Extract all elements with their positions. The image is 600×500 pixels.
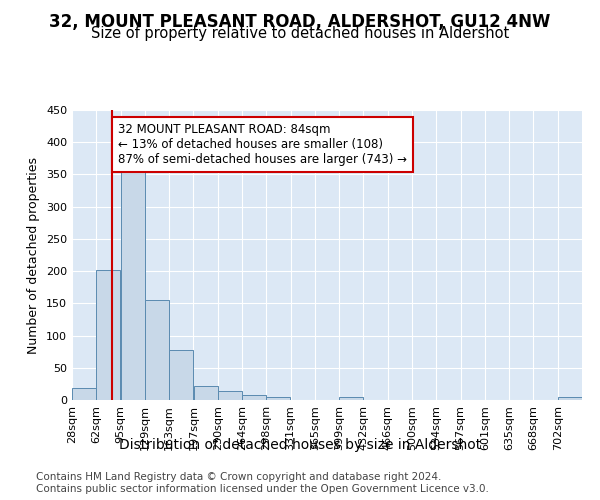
Bar <box>72 388 96 400</box>
Text: Distribution of detached houses by size in Aldershot: Distribution of detached houses by size … <box>119 438 481 452</box>
Bar <box>169 350 193 400</box>
Bar <box>266 397 290 400</box>
Text: Contains HM Land Registry data © Crown copyright and database right 2024.: Contains HM Land Registry data © Crown c… <box>36 472 442 482</box>
Bar <box>558 397 582 400</box>
Text: Size of property relative to detached houses in Aldershot: Size of property relative to detached ho… <box>91 26 509 41</box>
Bar <box>242 395 266 400</box>
Text: 32, MOUNT PLEASANT ROAD, ALDERSHOT, GU12 4NW: 32, MOUNT PLEASANT ROAD, ALDERSHOT, GU12… <box>49 12 551 30</box>
Y-axis label: Number of detached properties: Number of detached properties <box>28 156 40 354</box>
Bar <box>340 397 363 400</box>
Bar <box>145 300 169 400</box>
Text: Contains public sector information licensed under the Open Government Licence v3: Contains public sector information licen… <box>36 484 489 494</box>
Bar <box>218 391 242 400</box>
Text: 32 MOUNT PLEASANT ROAD: 84sqm
← 13% of detached houses are smaller (108)
87% of : 32 MOUNT PLEASANT ROAD: 84sqm ← 13% of d… <box>118 123 407 166</box>
Bar <box>194 386 218 400</box>
Bar <box>97 270 121 400</box>
Bar <box>121 163 145 400</box>
